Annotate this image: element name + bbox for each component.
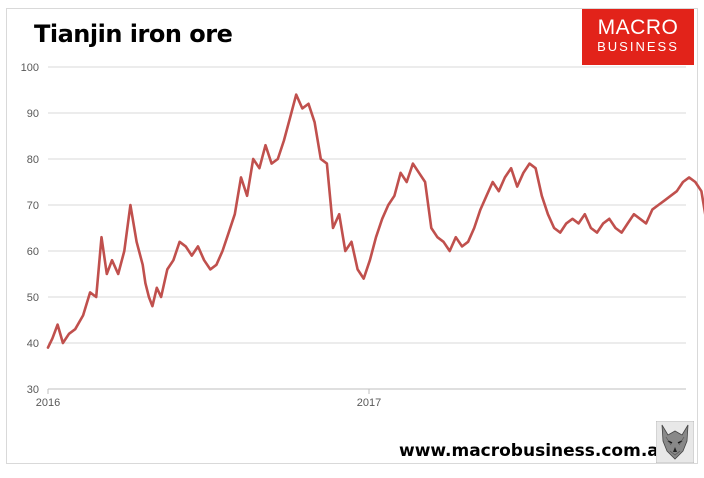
x-tick-label: 2017 bbox=[357, 397, 381, 409]
logo-line-2: BUSINESS bbox=[597, 39, 679, 54]
y-tick-label: 100 bbox=[21, 62, 39, 74]
y-tick-label: 90 bbox=[27, 108, 39, 120]
y-axis-ticks: 30 40 50 60 70 80 90 100 bbox=[21, 62, 39, 396]
wolf-logo-icon bbox=[656, 421, 694, 463]
grid-lines bbox=[48, 66, 686, 390]
logo-line-1: MACRO bbox=[597, 16, 679, 39]
chart-frame bbox=[6, 8, 698, 464]
x-axis-ticks: 2016 2017 bbox=[36, 389, 381, 409]
y-tick-label: 30 bbox=[27, 384, 39, 396]
footer-url[interactable]: www.macrobusiness.com.au bbox=[399, 441, 671, 461]
y-tick-label: 60 bbox=[27, 246, 39, 258]
y-tick-label: 70 bbox=[27, 200, 39, 212]
series-line bbox=[46, 93, 704, 349]
chart-title: Tianjin iron ore bbox=[34, 20, 233, 48]
y-tick-label: 40 bbox=[27, 338, 39, 350]
x-tick-label: 2016 bbox=[36, 397, 60, 409]
y-tick-label: 50 bbox=[27, 292, 39, 304]
y-tick-label: 80 bbox=[27, 154, 39, 166]
macrobusiness-logo: MACRO BUSINESS bbox=[582, 9, 694, 65]
